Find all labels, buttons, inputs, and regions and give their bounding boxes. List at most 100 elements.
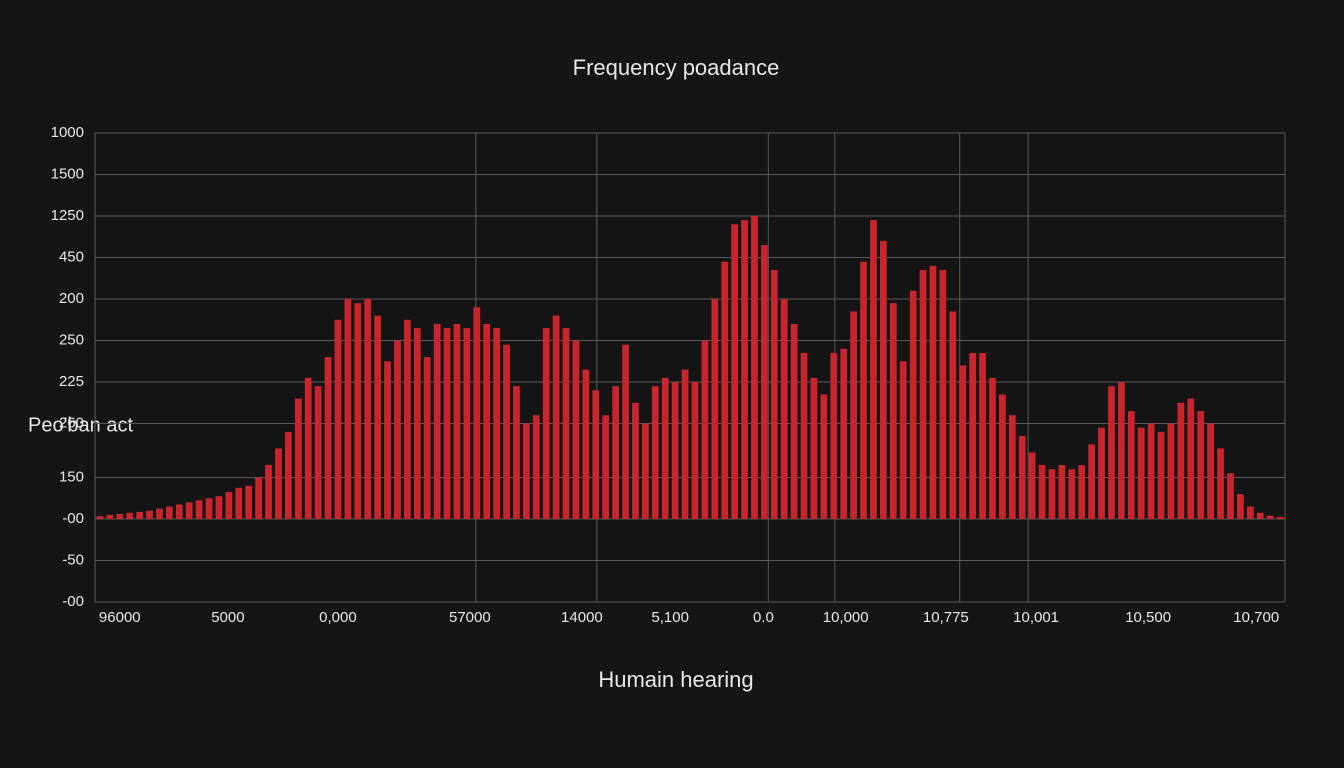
bar bbox=[314, 386, 322, 519]
bar bbox=[1008, 415, 1016, 519]
bar bbox=[989, 377, 996, 519]
y-tick-label: 150 bbox=[59, 468, 84, 485]
bar bbox=[1137, 427, 1145, 519]
bar bbox=[711, 299, 719, 519]
bar bbox=[166, 506, 173, 519]
y-tick-label: 1000 bbox=[51, 124, 84, 141]
bar bbox=[205, 498, 213, 519]
x-tick-label: 10,700 bbox=[1233, 609, 1279, 626]
bar bbox=[1147, 423, 1155, 519]
bar bbox=[423, 357, 431, 519]
bar bbox=[374, 315, 381, 519]
bar bbox=[1217, 448, 1224, 519]
bar bbox=[979, 352, 986, 519]
bar bbox=[731, 224, 738, 519]
bar bbox=[1266, 515, 1274, 519]
bar bbox=[622, 344, 629, 519]
bar bbox=[751, 216, 758, 519]
bar bbox=[860, 261, 867, 519]
bar bbox=[929, 265, 937, 519]
x-tick-label: 57000 bbox=[449, 609, 491, 626]
bar bbox=[404, 319, 411, 519]
x-tick-label: 10,775 bbox=[923, 609, 969, 626]
bar bbox=[255, 477, 262, 519]
bar bbox=[1256, 512, 1264, 519]
bar bbox=[850, 311, 857, 519]
bar bbox=[156, 508, 163, 519]
bar bbox=[116, 514, 124, 519]
bar bbox=[1088, 444, 1095, 519]
bar bbox=[195, 500, 203, 519]
y-axis-label: Peo'ban act bbox=[28, 414, 133, 436]
bar bbox=[245, 485, 253, 519]
bar bbox=[919, 269, 927, 519]
y-tick-label: 250 bbox=[59, 331, 84, 348]
y-tick-label: 225 bbox=[59, 373, 84, 390]
bar bbox=[642, 423, 649, 519]
bar bbox=[523, 423, 530, 519]
bar bbox=[840, 348, 848, 519]
chart-title: Frequency poadance bbox=[573, 55, 780, 80]
bar bbox=[513, 386, 520, 519]
bar bbox=[1177, 402, 1185, 519]
bar bbox=[136, 511, 143, 519]
bar bbox=[1078, 465, 1086, 519]
bar bbox=[780, 299, 788, 519]
bar bbox=[632, 402, 639, 519]
bar bbox=[354, 303, 362, 519]
bar bbox=[146, 510, 153, 519]
bar bbox=[96, 516, 104, 519]
bar bbox=[1246, 506, 1254, 519]
x-axis-label: Humain hearing bbox=[598, 667, 753, 692]
bar bbox=[1098, 427, 1105, 519]
bar bbox=[344, 299, 352, 519]
bar bbox=[949, 311, 957, 519]
bar bbox=[701, 340, 709, 519]
y-tick-label: 260 bbox=[59, 414, 84, 431]
bar bbox=[741, 220, 748, 519]
bar bbox=[721, 261, 729, 519]
y-tick-label: -50 bbox=[62, 551, 84, 568]
bar bbox=[1058, 465, 1066, 519]
bar bbox=[939, 269, 947, 519]
bar bbox=[1276, 516, 1284, 519]
bar bbox=[691, 382, 699, 519]
x-tick-label: 0.0 bbox=[753, 609, 774, 626]
bar bbox=[225, 492, 233, 519]
bar bbox=[126, 512, 134, 519]
bar bbox=[503, 344, 510, 519]
bar bbox=[602, 415, 610, 519]
bar bbox=[582, 369, 590, 519]
bar bbox=[651, 386, 659, 519]
bar bbox=[394, 340, 401, 519]
bar bbox=[463, 328, 471, 519]
bar bbox=[532, 415, 540, 519]
y-tick-label: -00 bbox=[62, 510, 84, 527]
bar bbox=[1048, 469, 1056, 519]
bar bbox=[820, 394, 828, 519]
x-tick-label: 5000 bbox=[211, 609, 244, 626]
bar bbox=[880, 240, 887, 519]
bar bbox=[552, 315, 560, 519]
bar bbox=[761, 245, 768, 519]
x-tick-label: 10,000 bbox=[823, 609, 869, 626]
bar bbox=[790, 323, 798, 519]
bar bbox=[1157, 431, 1165, 519]
bar bbox=[661, 377, 669, 519]
bar bbox=[592, 390, 600, 519]
bar bbox=[1028, 452, 1036, 519]
y-tick-label: -00 bbox=[62, 593, 84, 610]
bar bbox=[969, 352, 976, 519]
x-tick-label: 5,100 bbox=[651, 609, 689, 626]
x-tick-label: 96000 bbox=[99, 609, 141, 626]
bar bbox=[443, 328, 451, 519]
y-tick-label: 200 bbox=[59, 290, 84, 307]
x-tick-label: 0,000 bbox=[319, 609, 357, 626]
bar bbox=[770, 269, 778, 519]
bar bbox=[294, 398, 302, 519]
bar bbox=[413, 328, 421, 519]
x-tick-label: 10,500 bbox=[1125, 609, 1171, 626]
bar bbox=[473, 307, 481, 519]
bar bbox=[800, 352, 808, 519]
